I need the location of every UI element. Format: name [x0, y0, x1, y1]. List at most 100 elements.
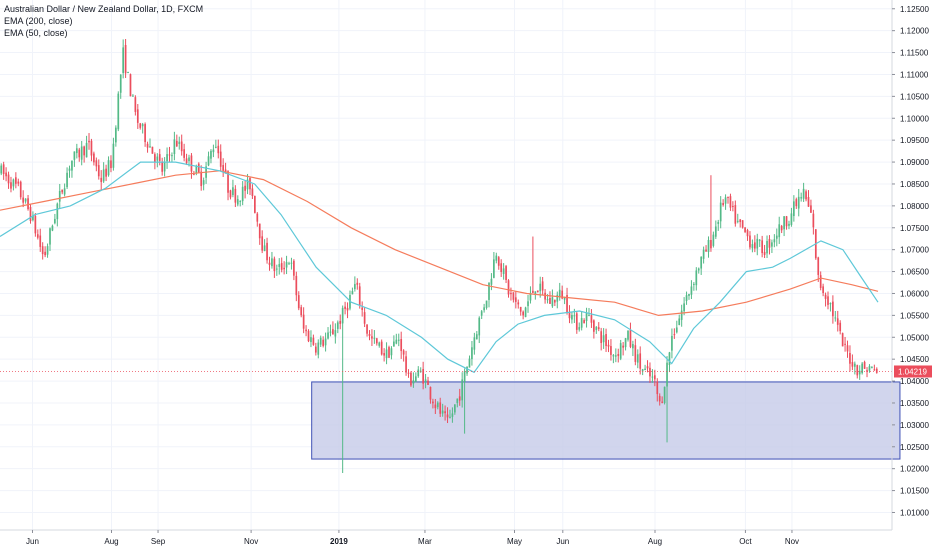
candle-body: [36, 234, 39, 238]
candle-body: [373, 337, 376, 339]
candle-body: [824, 294, 827, 299]
candle-body: [732, 205, 734, 207]
price-tick-label: 1.05000: [900, 333, 929, 342]
price-tick-label: 1.02000: [900, 465, 929, 474]
candle-body: [629, 330, 632, 347]
candle-body: [410, 372, 412, 386]
candle-body: [290, 262, 293, 264]
candle-body: [122, 47, 125, 74]
candle-body: [690, 286, 693, 295]
candle-body: [407, 372, 410, 374]
time-tick-label: May: [507, 537, 522, 546]
candle-body: [339, 320, 342, 324]
candle-body: [449, 416, 451, 418]
candle-body: [875, 368, 878, 373]
candle-body: [761, 240, 764, 254]
price-tick-label: 1.12500: [900, 5, 929, 14]
time-tick-label: Mar: [418, 537, 432, 546]
candle-body: [456, 398, 459, 403]
candle-body: [602, 335, 605, 343]
candle-body: [466, 366, 468, 374]
candle-body: [124, 44, 127, 74]
candle-body: [639, 353, 642, 369]
candle-body: [210, 150, 212, 159]
candle-body: [161, 161, 164, 172]
candle-body: [307, 330, 310, 342]
candle-body: [446, 414, 449, 418]
candle-body: [7, 174, 10, 184]
candle-body: [573, 315, 576, 317]
candle-body: [195, 166, 198, 174]
candle-body: [580, 318, 583, 328]
symbol-title[interactable]: Australian Dollar / New Zealand Dollar, …: [4, 4, 204, 14]
candle-body: [112, 143, 115, 168]
candle-body: [836, 318, 839, 325]
candle-body: [83, 146, 85, 156]
candle-body: [710, 239, 712, 249]
price-tick-label: 1.11500: [900, 49, 929, 58]
candle-body: [471, 347, 473, 360]
candle-body: [817, 257, 820, 275]
candle-body: [271, 258, 273, 267]
candle-body: [110, 160, 112, 169]
candle-body: [780, 225, 783, 231]
candle-body: [810, 205, 812, 213]
price-tick-label: 1.12000: [900, 27, 929, 36]
candle-body: [568, 312, 571, 319]
candle-body: [239, 200, 242, 202]
candle-body: [617, 354, 620, 357]
candle-body: [439, 402, 442, 414]
candle-body: [127, 72, 129, 74]
candle-body: [795, 199, 798, 207]
candle-body: [641, 369, 644, 372]
candle-body: [141, 124, 144, 127]
candle-body: [375, 338, 378, 344]
candle-body: [453, 404, 456, 413]
candle-body: [697, 268, 700, 271]
time-tick-label: Aug: [104, 537, 118, 546]
candle-body: [241, 186, 244, 202]
candle-body: [605, 334, 607, 347]
candle-body: [234, 188, 237, 203]
candle-body: [22, 197, 25, 203]
candle-body: [312, 337, 315, 345]
candle-body: [785, 216, 788, 227]
candle-body: [314, 346, 317, 353]
candle-body: [753, 242, 756, 249]
candle-body: [56, 203, 59, 220]
candle-body: [14, 177, 17, 184]
candle-body: [88, 140, 90, 143]
price-axis[interactable]: 1.12500 1.12000 1.11500 1.11000 1.10500 1.100…: [891, 0, 932, 530]
candle-body: [822, 286, 824, 294]
candle-body: [534, 291, 537, 296]
candle-body: [475, 334, 478, 340]
candle-body: [5, 172, 7, 177]
candle-body: [624, 338, 627, 348]
candle-body: [436, 402, 439, 408]
ema50-legend[interactable]: EMA (50, close): [4, 28, 68, 38]
candle-body: [17, 181, 20, 184]
candle-body: [332, 329, 334, 335]
candle-body: [651, 376, 654, 378]
candle-body: [434, 404, 437, 409]
candle-body: [232, 187, 234, 196]
time-axis[interactable]: Jun Aug Sep Nov 2019 Mar May Jun Aug Oct Nov: [0, 529, 892, 546]
candle-body: [263, 245, 266, 252]
candle-body: [717, 221, 720, 224]
ema200-legend[interactable]: EMA (200, close): [4, 16, 73, 26]
time-tick-label: 2019: [330, 537, 348, 546]
candle-body: [797, 196, 800, 209]
candle-body: [556, 294, 559, 302]
candle-body: [671, 335, 673, 351]
support-zone[interactable]: [311, 381, 901, 460]
candle-body: [493, 259, 495, 278]
candle-body: [29, 206, 32, 221]
candle-body: [119, 74, 122, 93]
candle-body: [422, 368, 425, 384]
candle-body: [497, 257, 500, 266]
candle-body: [275, 268, 278, 270]
candle-body: [819, 275, 822, 288]
candle-body: [514, 297, 517, 302]
candle-body: [488, 282, 490, 300]
